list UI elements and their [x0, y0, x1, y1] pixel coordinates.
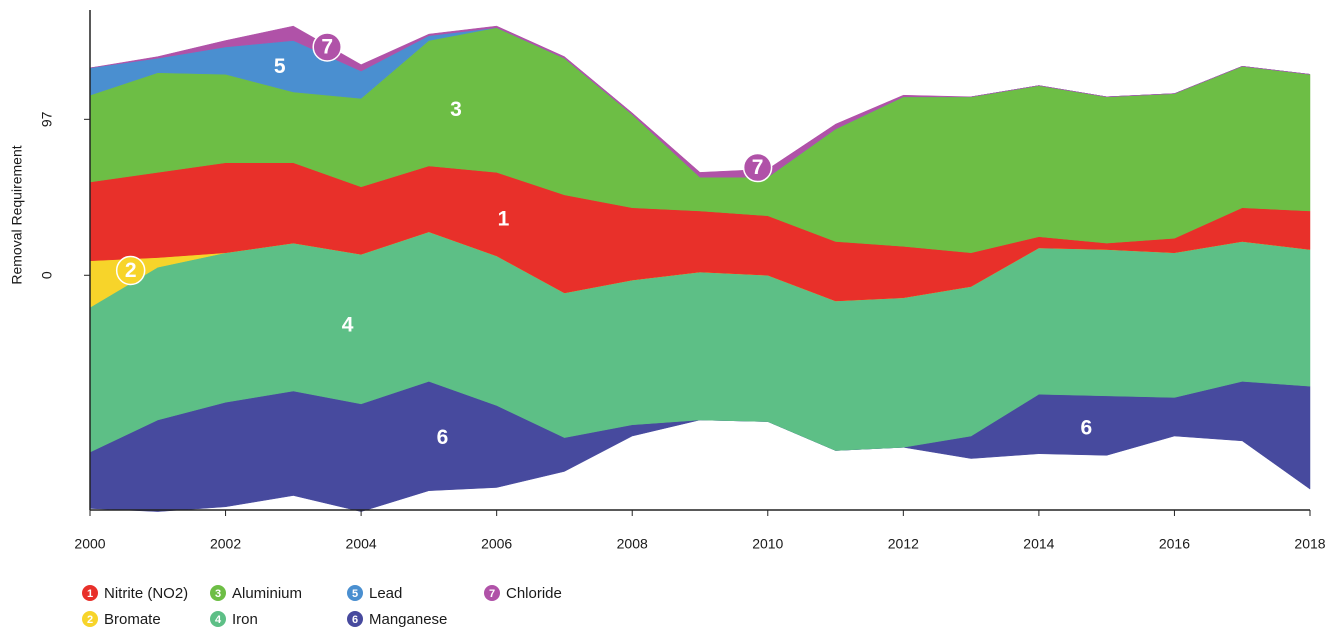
y-tick-label: 0: [39, 271, 55, 279]
legend-label: Nitrite (NO2): [104, 585, 188, 602]
legend-label: Bromate: [104, 611, 161, 628]
annotation: 1: [498, 208, 510, 231]
annotation-badge: [115, 255, 146, 286]
x-tick-label: 2018: [1294, 536, 1325, 552]
x-tick-label: 2004: [346, 536, 377, 552]
legend-badge-number: 3: [215, 588, 221, 600]
legend-badge: [347, 585, 363, 601]
legend-badge-number: 5: [352, 588, 358, 600]
areas: [89, 25, 1311, 512]
legend-label: Chloride: [506, 585, 562, 602]
annotation: 5: [274, 55, 286, 78]
legend-badge: [484, 585, 500, 601]
annotation: 2: [125, 259, 137, 282]
x-tick-label: 2000: [74, 536, 105, 552]
legend-badge: [82, 611, 98, 627]
legend-label: Lead: [369, 585, 402, 602]
legend-badge-number: 2: [87, 614, 93, 626]
legend-badge: [210, 611, 226, 627]
legend-badge: [210, 585, 226, 601]
legend-badge-number: 4: [215, 614, 222, 626]
annotation: 7: [752, 156, 764, 179]
annotation-badge: [312, 32, 342, 62]
annotation: 4: [342, 314, 354, 337]
annotation: 7: [321, 36, 333, 59]
annotation: 3: [450, 98, 462, 121]
y-axis-label: Removal Requirement: [9, 145, 25, 284]
y-tick-label: 97: [39, 111, 55, 127]
x-tick-label: 2014: [1023, 536, 1054, 552]
annotation-badge: [742, 152, 773, 183]
x-tick-label: 2012: [888, 536, 919, 552]
x-tick-label: 2002: [210, 536, 241, 552]
legend-label: Manganese: [369, 611, 447, 628]
legend-label: Iron: [232, 611, 258, 628]
legend-badge: [82, 585, 98, 601]
x-tick-label: 2008: [617, 536, 648, 552]
x-tick-label: 2006: [481, 536, 512, 552]
x-tick-label: 2010: [752, 536, 783, 552]
x-tick-label: 2016: [1159, 536, 1190, 552]
legend-badge-number: 7: [489, 588, 495, 600]
legend-badge: [347, 611, 363, 627]
annotation: 6: [1080, 417, 1092, 440]
legend-badge-number: 1: [87, 588, 93, 600]
legend-label: Aluminium: [232, 585, 302, 602]
legend-badge-number: 6: [352, 614, 358, 626]
annotation: 6: [437, 426, 449, 449]
